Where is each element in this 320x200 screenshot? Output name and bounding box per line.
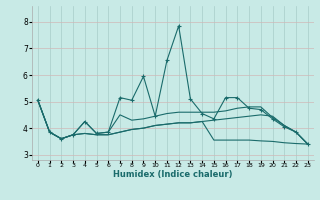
X-axis label: Humidex (Indice chaleur): Humidex (Indice chaleur) xyxy=(113,170,233,179)
